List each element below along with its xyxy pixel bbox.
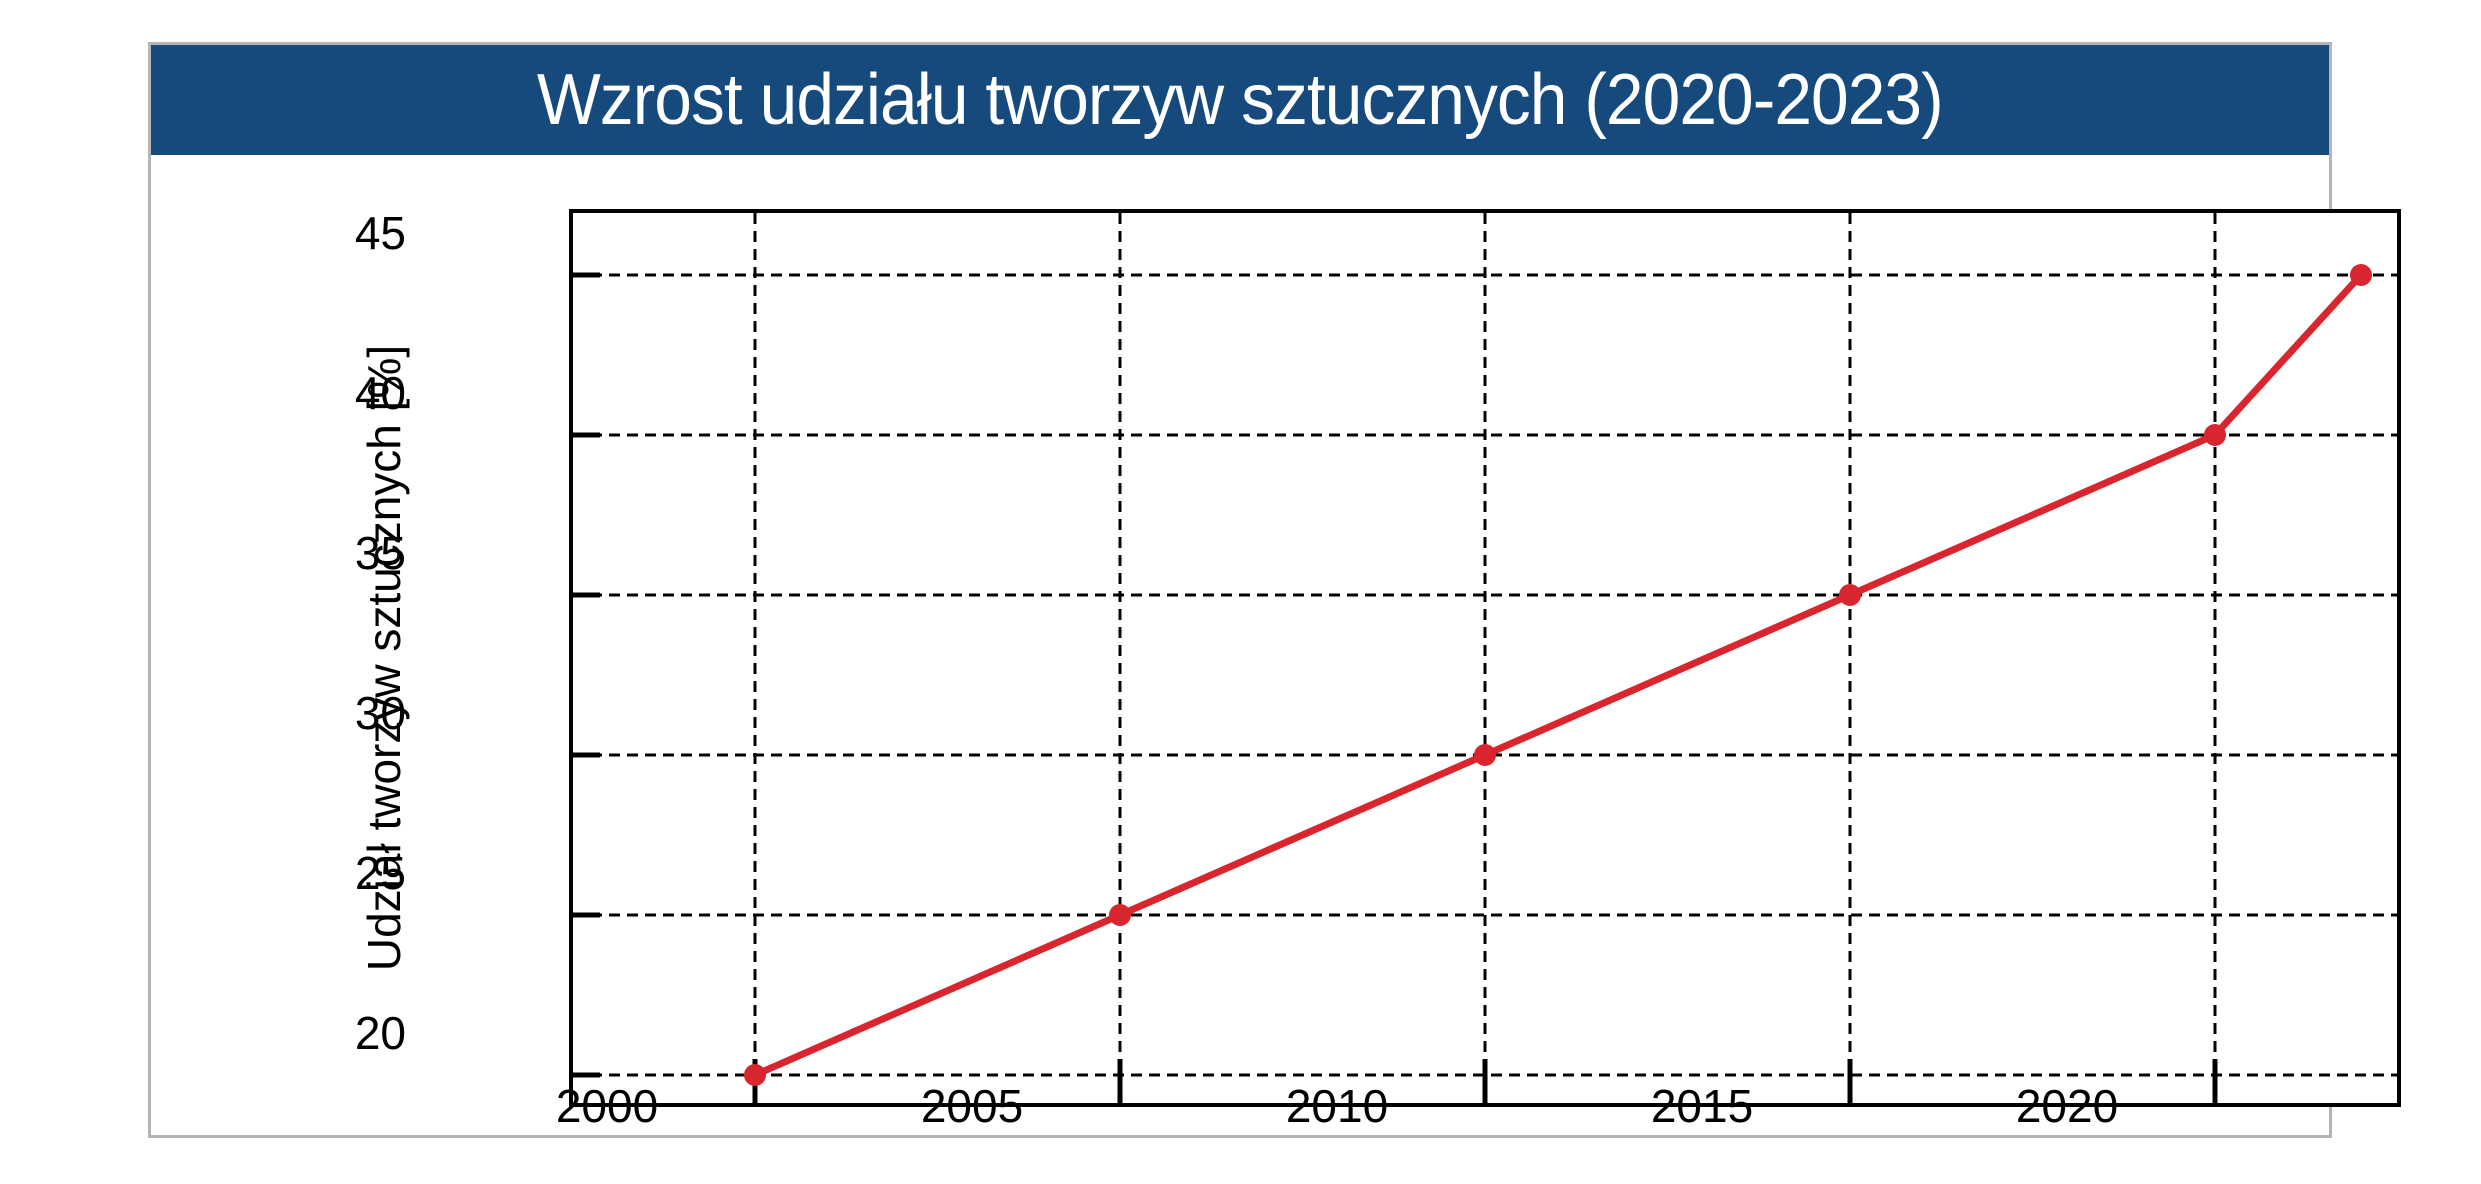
- y-tick-label: 35: [354, 527, 406, 579]
- chart-card: Wzrost udziału tworzyw sztucznych (2020-…: [148, 42, 2401, 1138]
- plot-frame: [569, 209, 2401, 1107]
- x-tick-label: 2010: [1285, 1080, 1389, 1132]
- chart-title-bar: Wzrost udziału tworzyw sztucznych (2020-…: [151, 45, 2329, 155]
- data-point: [744, 1064, 766, 1086]
- y-tick-label: 20: [354, 1007, 406, 1059]
- data-point: [2350, 264, 2372, 286]
- data-line: [753, 272, 2364, 1079]
- data-point: [1474, 744, 1496, 766]
- y-tick-label: 40: [354, 367, 406, 419]
- x-tick-label: 2005: [920, 1080, 1024, 1132]
- data-point: [2204, 424, 2226, 446]
- chart-canvas: [573, 213, 2397, 1103]
- y-tick-label: 30: [354, 687, 406, 739]
- y-tick-label: 45: [354, 207, 406, 259]
- y-tick-label: 25: [354, 847, 406, 899]
- chart-title: Wzrost udziału tworzyw sztucznych (2020-…: [537, 60, 1944, 140]
- data-point: [1109, 904, 1131, 926]
- x-tick-label: 2020: [2015, 1080, 2119, 1132]
- x-tick-label: 2015: [1650, 1080, 1754, 1132]
- data-point: [1839, 584, 1861, 606]
- x-tick-label: 2000: [555, 1080, 659, 1132]
